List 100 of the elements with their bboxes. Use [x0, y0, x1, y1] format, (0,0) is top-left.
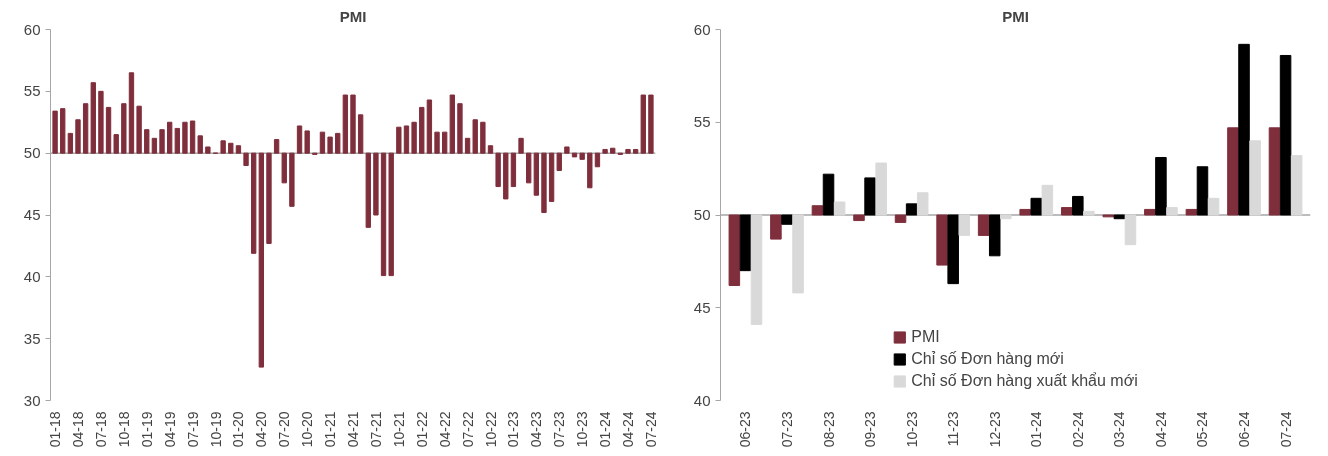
bar [556, 152, 562, 171]
x-tick-label: 01-24 [597, 411, 614, 448]
x-tick-label: 04-20 [253, 411, 270, 448]
bar [1083, 210, 1095, 216]
x-tick-label: 01-21 [322, 411, 339, 448]
bar [388, 152, 394, 277]
x-tick-label: 10-18 [115, 411, 132, 448]
bar [503, 152, 509, 200]
bar [905, 203, 918, 216]
x-tick-label: 07-22 [459, 411, 476, 448]
bar [251, 152, 257, 254]
x-tick-label: 11-23 [945, 411, 962, 447]
bar [1155, 156, 1167, 216]
bar [197, 135, 203, 154]
x-tick-label: 10-23 [903, 411, 920, 448]
legend-label: Chỉ số Đơn hàng xuất khẩu mới [911, 372, 1138, 390]
bar [1207, 197, 1220, 216]
bar [487, 145, 494, 154]
bar [587, 152, 593, 189]
bar [166, 121, 173, 154]
bar [571, 152, 578, 158]
bar [792, 214, 804, 294]
x-tick-label: 10-20 [299, 411, 316, 448]
bar [853, 214, 865, 222]
x-tick-label: 10-22 [482, 411, 499, 448]
bar [1185, 208, 1198, 216]
bar [1000, 214, 1012, 220]
chart-title: PMI [339, 7, 367, 25]
bar [258, 152, 265, 368]
x-tick-label: 07-23 [778, 411, 795, 448]
bar [457, 103, 463, 154]
bar [151, 137, 158, 154]
x-tick-label: 10-19 [207, 411, 224, 448]
x-tick-label: 08-23 [820, 411, 837, 448]
bar [182, 121, 188, 154]
bar [1124, 214, 1137, 246]
x-tick-label: 04-23 [528, 411, 545, 448]
x-tick-label: 04-19 [161, 411, 178, 448]
bar [350, 94, 356, 154]
bar [434, 131, 440, 154]
x-tick-label: 07-19 [184, 411, 201, 448]
x-tick-label: 07-24 [1277, 411, 1294, 448]
x-tick-label: 01-23 [505, 411, 522, 448]
bar [327, 136, 333, 154]
bar [579, 152, 585, 160]
bar [1060, 207, 1073, 216]
bar [1249, 140, 1261, 216]
bar [235, 145, 242, 154]
bar [1041, 184, 1054, 216]
bar [411, 121, 417, 154]
bar [894, 214, 907, 223]
bar [220, 140, 226, 154]
bar [541, 152, 547, 214]
bar [648, 94, 654, 154]
y-tick-label: 60 [23, 20, 41, 38]
bar [728, 214, 741, 286]
bar [113, 134, 119, 154]
x-tick-label: 04-24 [1152, 411, 1169, 448]
bar [396, 126, 402, 154]
bar [128, 72, 135, 154]
x-tick-label: 01-18 [47, 411, 64, 448]
bar [273, 139, 280, 154]
bar [495, 152, 501, 188]
bar [518, 137, 524, 154]
bar [875, 162, 887, 216]
bar [319, 131, 326, 154]
bar [564, 146, 570, 154]
bar [811, 205, 824, 216]
bar [947, 214, 959, 285]
x-tick-label: 01-20 [230, 411, 247, 448]
bar [594, 152, 601, 168]
legend-label: PMI [911, 328, 940, 346]
bar [403, 125, 410, 154]
bar [121, 103, 127, 154]
bar [426, 99, 433, 154]
bar [610, 147, 616, 154]
bar [189, 120, 196, 154]
bar [98, 90, 104, 154]
bar [1290, 155, 1303, 216]
bar [1144, 208, 1156, 216]
bar [243, 152, 249, 167]
bar [977, 214, 990, 236]
x-tick-label: 06-23 [737, 411, 754, 448]
bar [510, 152, 517, 188]
x-tick-label: 10-21 [390, 411, 407, 448]
bar [82, 103, 89, 154]
x-tick-label: 07-18 [92, 411, 109, 448]
y-tick-label: 45 [23, 206, 41, 223]
bar [916, 192, 929, 216]
bar [144, 129, 150, 154]
x-tick-label: 03-24 [1111, 411, 1128, 448]
x-tick-label: 01-19 [138, 411, 155, 448]
bar [936, 214, 948, 266]
bar [750, 214, 763, 325]
x-tick-label: 07-20 [276, 411, 293, 448]
bar [1268, 127, 1281, 216]
x-tick-label: 01-22 [413, 411, 430, 448]
bar [159, 129, 165, 154]
x-tick-label: 12-23 [986, 411, 1003, 448]
bar [342, 94, 349, 154]
